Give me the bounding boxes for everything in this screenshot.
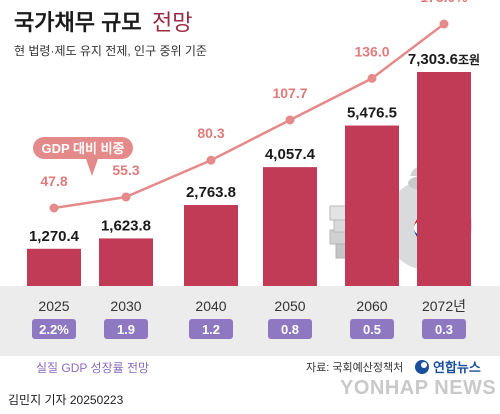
gdp-ratio-point-4	[367, 73, 377, 83]
bar-label-4: 5,476.5	[347, 105, 397, 122]
bar-2	[184, 205, 238, 286]
gdp-growth-legend: 실질 GDP 성장률 전망	[36, 361, 149, 375]
bar-1	[99, 238, 153, 286]
byline: 김민지 기자 20250223	[8, 393, 124, 407]
x-tick-2: 2040	[195, 298, 226, 314]
gdp-ratio-point-5	[439, 19, 449, 29]
gdp-ratio-label-5: 173.0%	[420, 0, 468, 5]
gdp-ratio-label-0: 47.8	[40, 173, 67, 189]
gdp-ratio-label-3: 107.7	[272, 85, 307, 101]
axis-band	[0, 286, 500, 356]
gdp-growth-value-0: 2.2%	[39, 322, 69, 337]
bar-5	[417, 72, 471, 286]
chart-title: 국가채무 규모 전망	[14, 10, 193, 35]
bar-0	[27, 248, 81, 286]
gdp-growth-value-5: 0.3	[435, 322, 453, 337]
bar-label-1: 1,623.8	[101, 217, 151, 234]
x-tick-4: 2060	[356, 298, 387, 314]
gdp-growth-value-4: 0.5	[363, 322, 381, 337]
data-labels: 1,270.4 1,623.8 2,763.8 4,057.4 5,476.5 7,303…	[29, 51, 480, 245]
bar-series	[27, 72, 471, 287]
gdp-ratio-label-2: 80.3	[197, 125, 224, 141]
bar-label-0: 1,270.4	[29, 228, 80, 245]
chart-subtitle: 현 법령·제도 유지 전제, 인구 중위 기준	[14, 44, 207, 58]
gdp-ratio-point-2	[206, 155, 216, 165]
gdp-ratio-callout-label: GDP 대비 비중	[42, 141, 125, 156]
bar-3	[263, 167, 317, 286]
gdp-growth-value-3: 0.8	[281, 322, 299, 337]
x-tick-3: 2050	[274, 298, 305, 314]
bar-4	[345, 125, 399, 287]
gdp-growth-value-1: 1.9	[117, 322, 135, 337]
gdp-ratio-callout: GDP 대비 비중	[33, 137, 133, 176]
gdp-ratio-label-4: 136.0	[354, 43, 389, 59]
watermark: YONHAP NEWS	[340, 377, 496, 399]
x-axis: 2025 2.2% 2030 1.9 2040 1.2 2050 0.8 2060 0.5 2072…	[32, 298, 466, 339]
gdp-growth-badge-3	[268, 319, 312, 339]
gdp-growth-badge-4	[350, 319, 394, 339]
bar-label-2: 2,763.8	[186, 184, 236, 201]
bar-label-3: 4,057.4	[265, 146, 316, 163]
brand-name: 연합뉴스	[433, 360, 481, 375]
gdp-growth-badge-5	[422, 319, 466, 339]
gdp-growth-badge-1	[104, 319, 148, 339]
gdp-ratio-point-3	[285, 115, 295, 125]
line-series: 47.8 55.3 80.3 107.7 136.0 173.0%	[40, 0, 468, 213]
x-tick-0: 2025	[38, 298, 69, 314]
bar-label-5: 7,303.6조원	[408, 51, 480, 68]
gdp-ratio-line	[53, 23, 445, 210]
gdp-growth-badge-2	[189, 319, 233, 339]
bar-unit: 조원	[458, 53, 480, 67]
gdp-ratio-point-0	[49, 203, 59, 213]
source-text: 자료: 국회예산정책처	[306, 361, 403, 374]
x-tick-5: 2072년	[422, 298, 466, 314]
yonhap-logo-icon	[415, 360, 429, 374]
chart-title-suffix: 전망	[152, 10, 192, 35]
gdp-ratio-label-1: 55.3	[112, 162, 139, 178]
gdp-ratio-point-1	[121, 192, 131, 202]
gdp-growth-value-2: 1.2	[202, 322, 220, 337]
gdp-growth-badge-0	[32, 319, 76, 339]
chart-title-main: 국가채무 규모	[14, 10, 142, 35]
x-tick-1: 2030	[110, 298, 141, 314]
